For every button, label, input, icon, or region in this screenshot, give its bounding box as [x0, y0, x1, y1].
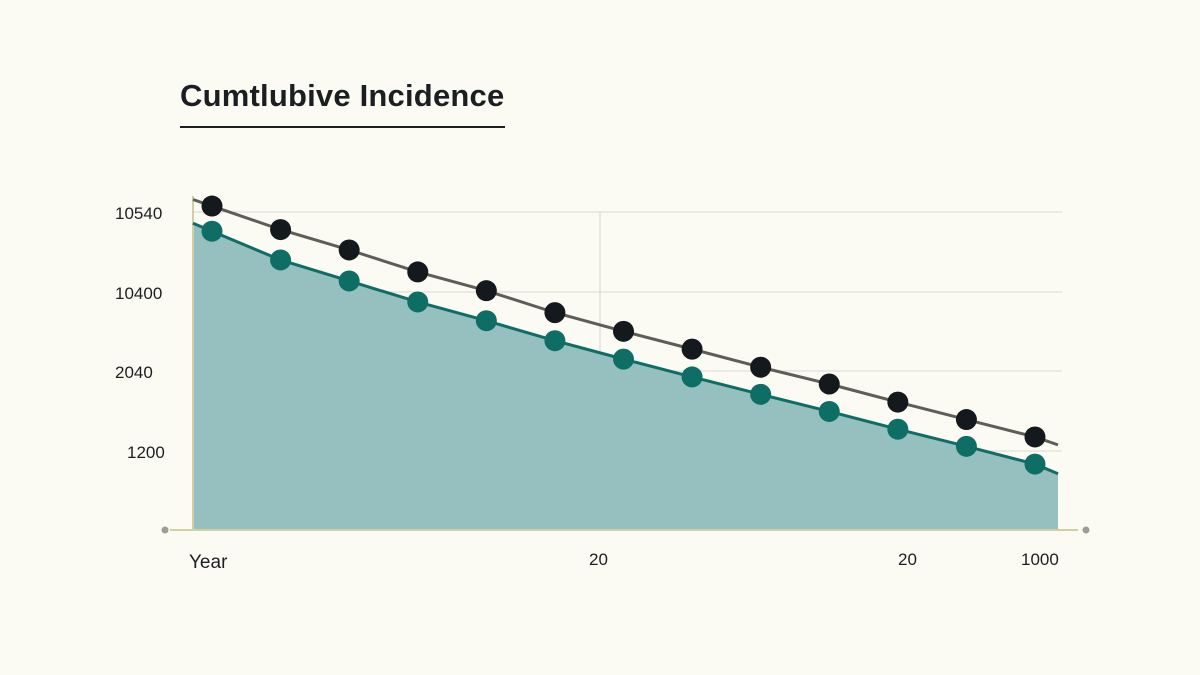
data-point — [887, 418, 909, 440]
y-tick-labels: 10540 10400 2040 1200 — [115, 204, 165, 462]
series-points — [201, 195, 1046, 475]
axis-end-dot — [161, 526, 169, 534]
data-point — [475, 310, 497, 332]
data-point — [613, 348, 634, 370]
data-point — [270, 219, 292, 241]
y-tick-label: 1200 — [127, 443, 165, 462]
data-point — [338, 270, 360, 292]
data-point — [475, 280, 497, 302]
chart-title: Cumtlubive Incidence — [180, 78, 505, 113]
data-point — [1024, 426, 1046, 448]
x-tick-label: 20 — [589, 550, 608, 569]
data-point — [201, 220, 223, 242]
data-point — [1024, 453, 1046, 475]
x-axis-label: Year — [189, 552, 228, 573]
data-point — [407, 291, 429, 313]
data-point — [750, 383, 772, 405]
data-point — [818, 373, 840, 395]
data-point — [681, 338, 703, 360]
data-point — [201, 195, 223, 217]
data-point — [955, 409, 977, 431]
axes — [161, 196, 1090, 534]
data-point — [681, 366, 703, 388]
data-point — [544, 302, 566, 324]
axis-end-dot — [1082, 526, 1090, 534]
title-underline — [180, 126, 505, 128]
y-tick-label: 10540 — [115, 204, 162, 223]
data-point — [407, 261, 429, 283]
data-point — [613, 320, 634, 342]
data-point — [750, 356, 772, 378]
y-tick-label: 2040 — [115, 363, 153, 382]
data-point — [955, 435, 977, 457]
data-point — [818, 400, 840, 422]
y-tick-label: 10400 — [115, 284, 162, 303]
data-point — [270, 249, 292, 271]
area-layer — [193, 223, 1058, 531]
data-point — [338, 239, 360, 261]
data-point — [544, 330, 566, 352]
x-tick-label: 1000 — [1021, 550, 1059, 569]
data-point — [887, 391, 909, 413]
area-fill — [193, 223, 1058, 531]
x-tick-labels: Year 20 20 1000 — [189, 550, 1059, 573]
x-tick-label: 20 — [898, 550, 917, 569]
